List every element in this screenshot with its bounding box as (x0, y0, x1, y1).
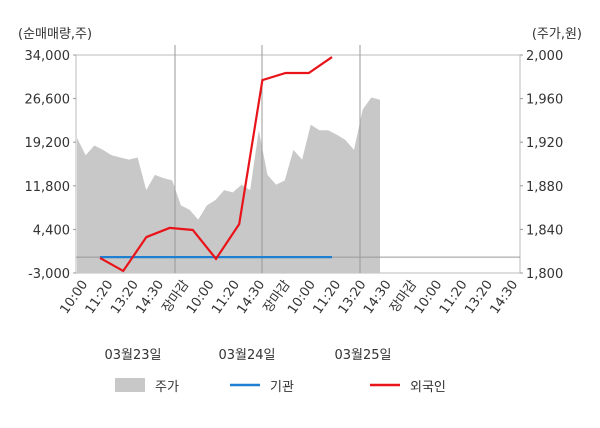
legend-label: 외국인 (410, 380, 446, 395)
legend-label: 주가 (155, 380, 179, 395)
y-tick-label: 4,400 (33, 223, 70, 238)
date-label: 03월24일 (218, 348, 275, 363)
y2-tick-label: 2,000 (526, 49, 563, 64)
legend-label: 기관 (270, 380, 294, 395)
x-tick-label: 14:30 (235, 278, 269, 317)
price-area (77, 97, 380, 273)
y2-tick-label: 1,840 (526, 223, 563, 238)
y-tick-label: -3,000 (28, 267, 70, 282)
legend-swatch (115, 378, 145, 392)
y2-tick-label: 1,960 (526, 93, 563, 108)
y2-tick-label: 1,920 (526, 136, 563, 151)
y2-tick-label: 1,800 (526, 267, 563, 282)
x-tick-label: 14:30 (487, 278, 521, 317)
date-label: 03월25일 (334, 348, 391, 363)
y-tick-label: 19,200 (25, 136, 71, 151)
date-label: 03월23일 (104, 348, 161, 363)
x-tick-label: 14:30 (133, 278, 167, 317)
series-line (99, 56, 333, 273)
y2-tick-label: 1,880 (526, 180, 563, 195)
y-tick-label: 11,800 (25, 180, 71, 195)
x-tick-label: 14:30 (361, 278, 395, 317)
y-tick-label: 34,000 (25, 49, 71, 64)
y-tick-label: 26,600 (25, 93, 71, 108)
y-axis-label: (순매매량,주) (18, 27, 92, 42)
y2-axis-label: (주가,원) (532, 27, 582, 42)
